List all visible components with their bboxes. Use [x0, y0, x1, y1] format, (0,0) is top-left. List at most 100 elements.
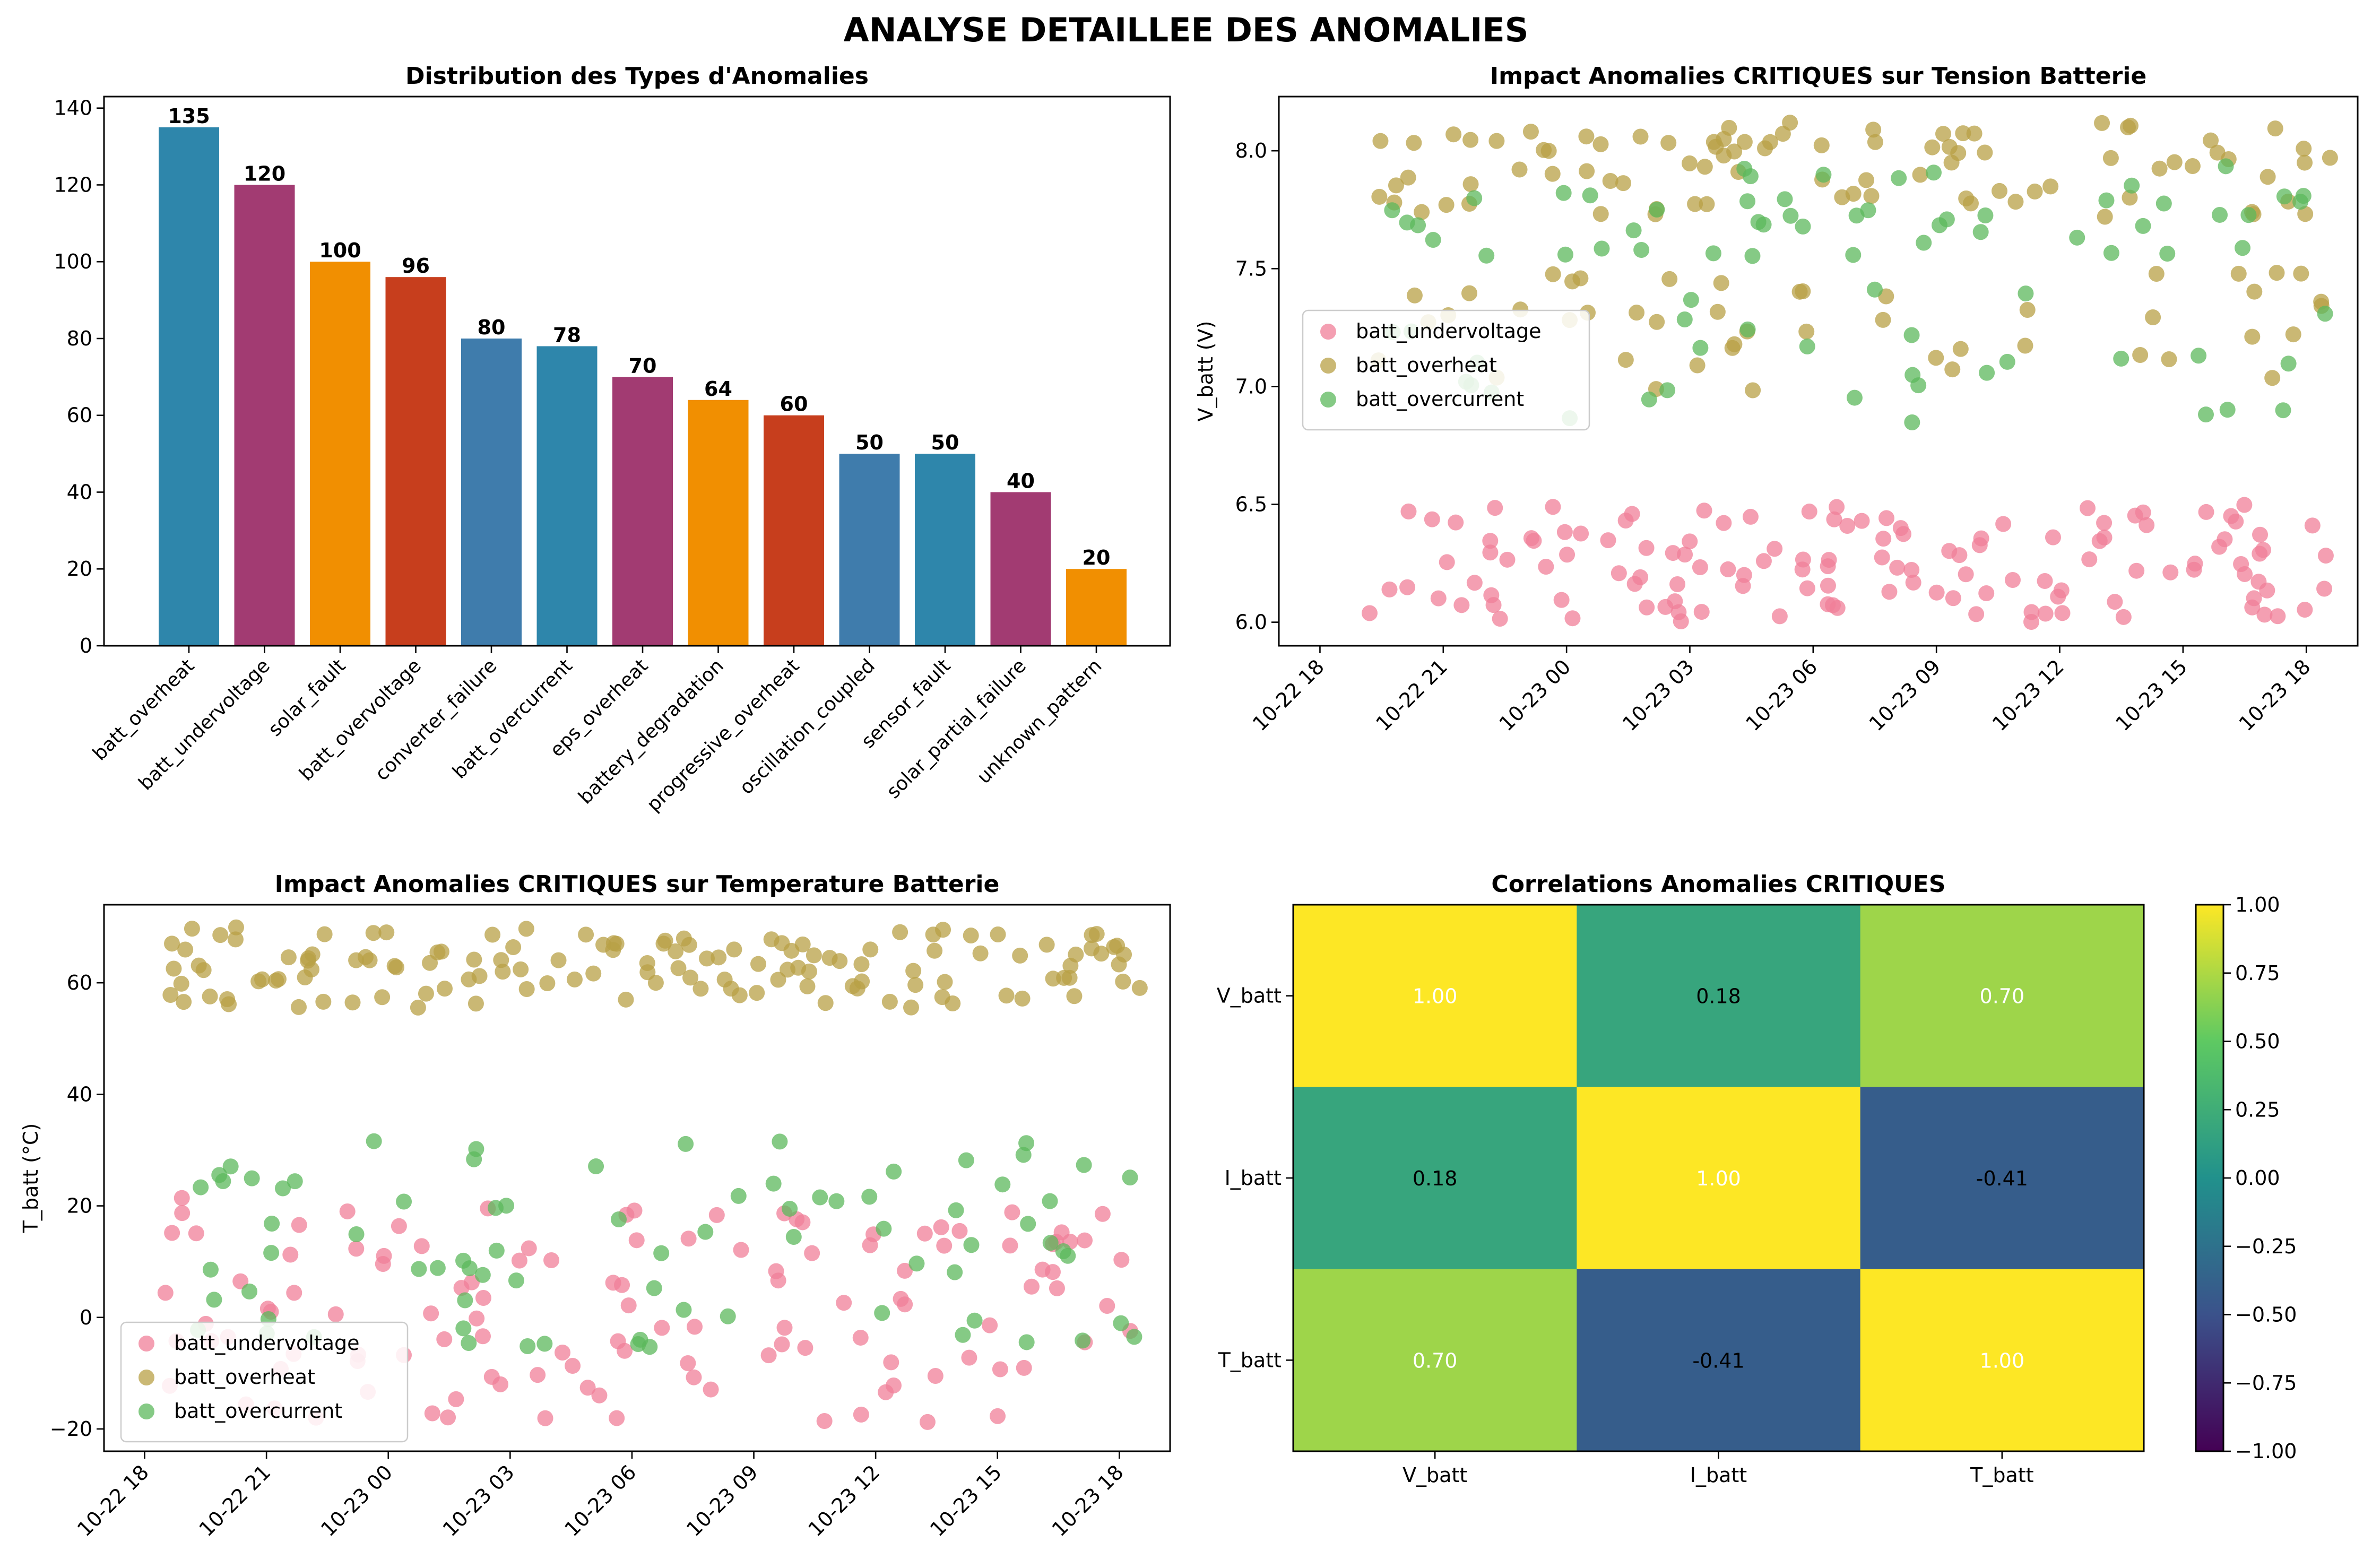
- data-point: [2115, 609, 2132, 625]
- data-point: [1739, 193, 1756, 210]
- data-point: [1483, 587, 1500, 603]
- data-point: [1669, 576, 1686, 592]
- data-point: [1726, 143, 1743, 160]
- data-point: [2081, 551, 2098, 568]
- heatmap-cell: [1293, 1087, 1577, 1270]
- data-point: [1544, 166, 1561, 182]
- data-point: [876, 1220, 892, 1237]
- x-tick-label: 10-22 18: [1248, 655, 1329, 735]
- data-point: [1062, 958, 1079, 974]
- colorbar-fill: [2196, 905, 2223, 1451]
- data-point: [1699, 196, 1715, 212]
- data-point: [2322, 150, 2338, 166]
- data-point: [682, 969, 699, 986]
- data-point: [1968, 606, 1985, 622]
- x-tick-label: 10-22 21: [1371, 655, 1452, 735]
- legend-entry: batt_undervoltage: [1356, 319, 1541, 343]
- data-point: [770, 972, 786, 988]
- x-tick-label: 10-23 12: [1988, 655, 2068, 735]
- data-point: [2246, 590, 2262, 607]
- data-point: [2260, 169, 2276, 185]
- data-point: [1925, 164, 1942, 181]
- data-point: [1557, 246, 1573, 263]
- data-point: [411, 1261, 427, 1277]
- cell-value-label: 1.00: [1413, 985, 1458, 1008]
- data-point: [222, 1158, 239, 1175]
- bar-value-label: 20: [1083, 546, 1111, 569]
- data-point: [202, 1261, 219, 1278]
- data-point: [227, 931, 244, 948]
- bar: [688, 400, 749, 646]
- legend-entry: batt_undervoltage: [174, 1331, 359, 1355]
- y-tick-label: 40: [67, 480, 92, 504]
- data-point: [2304, 517, 2321, 534]
- data-point: [1744, 248, 1761, 264]
- data-point: [933, 1219, 949, 1235]
- x-tick-label: 10-23 09: [682, 1460, 763, 1541]
- data-point: [686, 1369, 702, 1385]
- data-point: [1592, 206, 1609, 222]
- data-point: [1004, 1204, 1020, 1220]
- data-point: [206, 1292, 222, 1308]
- bar: [990, 492, 1051, 646]
- y-tick-label: I_batt: [1225, 1166, 1282, 1190]
- data-point: [1845, 247, 1862, 263]
- data-point: [2233, 556, 2249, 573]
- data-point: [2250, 574, 2267, 590]
- data-point: [639, 955, 655, 971]
- legend-marker: [138, 1336, 154, 1352]
- axes-frame: [1292, 904, 2145, 1452]
- data-point: [565, 1357, 581, 1374]
- data-point: [783, 942, 800, 959]
- data-point: [1430, 590, 1447, 607]
- data-point: [1721, 119, 1737, 136]
- data-point: [687, 1319, 703, 1335]
- data-point: [1705, 245, 1721, 262]
- data-point: [892, 924, 908, 940]
- legend-marker: [138, 1370, 154, 1385]
- data-point: [424, 1405, 440, 1422]
- data-point: [1736, 134, 1753, 150]
- data-point: [1536, 142, 1552, 158]
- data-point: [1020, 1216, 1036, 1232]
- data-point: [275, 1180, 291, 1197]
- data-point: [423, 1305, 439, 1322]
- data-point: [1660, 135, 1677, 151]
- x-tick-label: I_batt: [1690, 1463, 1747, 1487]
- y-tick-label: −20: [50, 1417, 92, 1441]
- data-point: [1673, 613, 1689, 629]
- chart-title: Impact Anomalies CRITIQUES sur Temperatu…: [275, 871, 1000, 898]
- data-point: [726, 941, 742, 958]
- data-point: [1865, 122, 1882, 138]
- data-point: [1755, 553, 1772, 569]
- data-point: [2211, 539, 2228, 555]
- data-point: [2316, 581, 2333, 597]
- data-point: [844, 978, 861, 994]
- data-point: [1131, 980, 1148, 996]
- heatmap-chart: Correlations Anomalies CRITIQUES 1.00 0.18…: [1217, 871, 2297, 1487]
- data-point: [2276, 188, 2292, 205]
- data-point: [1638, 540, 1655, 556]
- data-point: [1795, 551, 1811, 568]
- data-point: [1639, 599, 1655, 616]
- data-point: [1791, 283, 1808, 300]
- data-point: [937, 974, 953, 990]
- data-point: [513, 961, 529, 977]
- data-point: [1448, 514, 1464, 531]
- data-point: [711, 949, 727, 966]
- data-point: [994, 1176, 1011, 1193]
- data-point: [799, 978, 816, 994]
- data-point: [1904, 414, 1920, 431]
- data-point: [654, 1320, 670, 1336]
- data-point: [1958, 566, 1974, 583]
- bar: [536, 346, 598, 646]
- data-point: [1771, 608, 1788, 625]
- data-point: [1579, 163, 1595, 179]
- data-point: [1736, 567, 1752, 583]
- data-point: [1799, 580, 1815, 596]
- data-point: [614, 1277, 630, 1293]
- cell-value-label: -0.41: [1976, 1167, 2028, 1190]
- data-point: [193, 1179, 209, 1196]
- data-point: [376, 1248, 392, 1264]
- cell-value-label: 0.70: [1980, 985, 2025, 1008]
